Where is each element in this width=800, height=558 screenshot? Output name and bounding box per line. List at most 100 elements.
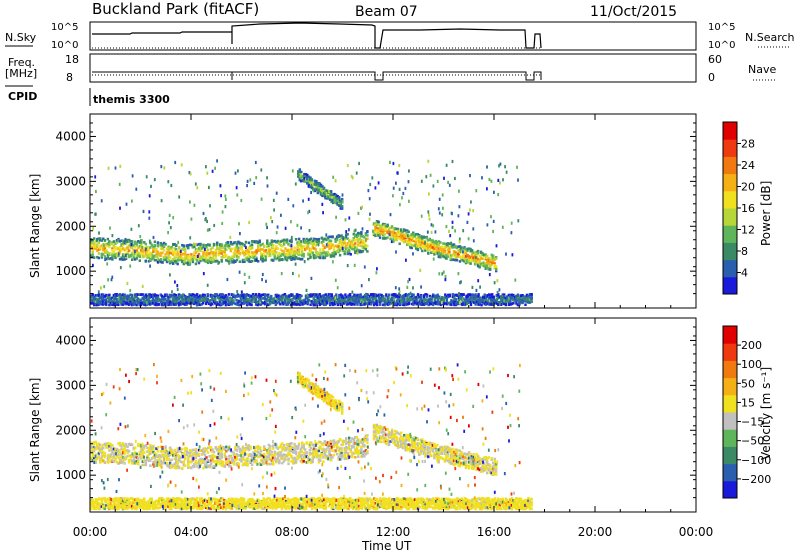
range-gate-cell xyxy=(468,237,470,240)
range-gate-cell xyxy=(248,253,250,256)
range-gate-cell xyxy=(220,302,222,305)
range-gate-cell xyxy=(477,279,479,282)
range-gate-cell xyxy=(505,304,507,307)
range-gate-cell xyxy=(512,302,514,305)
range-gate-cell xyxy=(449,184,451,187)
range-gate-cell xyxy=(376,267,378,270)
range-gate-cell xyxy=(170,226,172,229)
range-gate-cell xyxy=(126,296,128,299)
y-tick-label: 4000 xyxy=(55,129,86,143)
range-gate-cell xyxy=(174,161,176,164)
range-gate-cell xyxy=(220,194,222,197)
range-gate-cell xyxy=(499,288,501,291)
range-gate-cell xyxy=(504,165,506,168)
range-gate-cell xyxy=(126,203,128,206)
range-gate-cell xyxy=(514,279,516,282)
range-gate-cell xyxy=(496,244,498,247)
range-gate-cell xyxy=(131,295,133,298)
range-gate-cell xyxy=(427,231,429,234)
colorbar-tick-label: 28 xyxy=(741,138,755,151)
range-gate-cell xyxy=(120,266,122,269)
range-gate-cell xyxy=(266,176,268,179)
range-gate-cell xyxy=(452,226,454,229)
range-gate-cell xyxy=(517,219,519,222)
range-gate-cell xyxy=(220,184,222,187)
range-gate-cell xyxy=(98,241,100,244)
range-gate-cell xyxy=(498,164,500,167)
range-gate-cell xyxy=(339,254,341,257)
range-gate-cell xyxy=(146,175,148,178)
range-gate-cell xyxy=(189,236,191,239)
power-cbar-label: Power [dB] xyxy=(759,181,773,246)
range-gate-cell xyxy=(399,243,401,246)
range-gate-cell xyxy=(309,256,311,259)
range-gate-cell xyxy=(312,252,314,255)
range-gate-cell xyxy=(227,278,229,281)
range-gate-cell xyxy=(177,241,179,244)
range-gate-cell xyxy=(354,234,356,237)
range-gate-cell xyxy=(208,244,210,247)
range-gate-cell xyxy=(467,221,469,224)
range-gate-cell xyxy=(95,441,97,444)
range-gate-cell xyxy=(389,161,391,164)
range-gate-cell xyxy=(470,200,472,203)
range-gate-cell xyxy=(487,300,489,303)
range-gate-cell xyxy=(291,236,293,239)
range-gate-cell xyxy=(177,288,179,291)
range-gate-cell xyxy=(155,248,157,251)
range-gate-cell xyxy=(139,241,141,244)
range-gate-cell xyxy=(129,265,131,268)
range-gate-cell xyxy=(476,289,478,292)
range-gate-cell xyxy=(307,211,309,214)
range-gate-cell xyxy=(251,243,253,246)
freq-trace xyxy=(92,72,541,80)
colorbar-swatch xyxy=(723,139,737,157)
range-gate-cell xyxy=(497,291,499,294)
freq-right-tick-bottom: 0 xyxy=(708,71,715,84)
range-gate-cell xyxy=(225,198,227,201)
range-gate-cell xyxy=(361,206,363,209)
range-gate-cell xyxy=(163,166,165,169)
range-gate-cell xyxy=(100,286,102,289)
range-gate-cell xyxy=(345,235,347,238)
range-gate-cell xyxy=(153,236,155,239)
range-gate-cell xyxy=(408,200,410,203)
range-gate-cell xyxy=(309,229,311,232)
range-gate-cell xyxy=(202,302,204,305)
range-gate-cell xyxy=(356,172,358,175)
range-gate-cell xyxy=(167,231,169,234)
range-gate-cell xyxy=(369,218,371,221)
range-gate-cell xyxy=(112,234,114,237)
range-gate-cell xyxy=(98,252,100,255)
range-gate-cell xyxy=(237,257,239,260)
range-gate-cell xyxy=(272,245,274,248)
range-gate-cell xyxy=(300,226,302,229)
range-gate-cell xyxy=(139,235,141,238)
range-gate-cell xyxy=(420,285,422,288)
range-gate-cell xyxy=(109,227,111,230)
range-gate-cell xyxy=(281,299,283,302)
range-gate-cell xyxy=(216,244,218,247)
range-gate-cell xyxy=(427,210,429,213)
range-gate-cell xyxy=(366,245,368,248)
range-gate-cell xyxy=(209,204,211,207)
range-gate-cell xyxy=(195,182,197,185)
range-gate-cell xyxy=(108,246,110,249)
freq-label-line2: [MHz] xyxy=(5,67,37,80)
range-gate-cell xyxy=(489,268,491,271)
range-gate-cell xyxy=(182,293,184,296)
range-gate-cell xyxy=(237,169,239,172)
range-gate-cell xyxy=(371,176,373,179)
range-gate-cell xyxy=(154,241,156,244)
range-gate-cell xyxy=(448,230,450,233)
range-gate-cell xyxy=(194,204,196,207)
range-gate-cell xyxy=(401,196,403,199)
range-gate-cell xyxy=(107,238,109,241)
range-gate-cell xyxy=(427,160,429,163)
range-gate-cell xyxy=(205,165,207,168)
range-gate-cell xyxy=(281,258,283,261)
range-gate-cell xyxy=(213,224,215,227)
range-gate-cell xyxy=(131,243,133,246)
range-gate-cell xyxy=(455,302,457,305)
range-gate-cell xyxy=(96,244,98,247)
